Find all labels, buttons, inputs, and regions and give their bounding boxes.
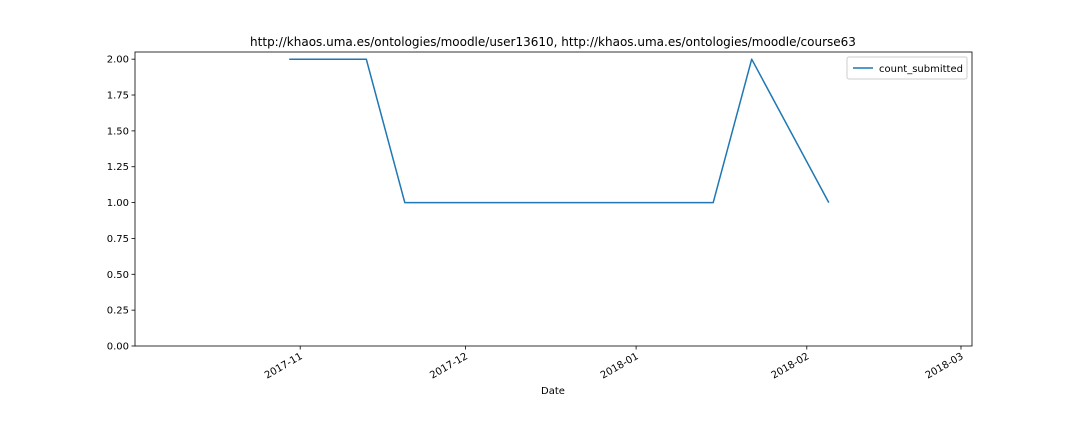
y-tick-label: 2.00	[107, 55, 129, 66]
x-tick-label: 2017-12	[428, 351, 470, 381]
x-tick-label: 2017-11	[263, 351, 305, 381]
x-tick-label: 2018-03	[924, 351, 966, 381]
plot-area	[134, 51, 973, 347]
legend-box	[846, 56, 968, 80]
series-line	[289, 58, 830, 204]
chart-title: http://khaos.uma.es/ontologies/moodle/us…	[250, 35, 856, 49]
y-tick-label: 1.00	[107, 198, 129, 209]
legend-label: count_submitted	[879, 64, 963, 75]
y-tick-label: 0.75	[107, 234, 129, 245]
plot-frame	[134, 51, 973, 347]
y-axis: 0.00 0.25 0.50 0.75 1.00 1.25 1.50 1.75 2.00	[107, 55, 135, 353]
y-tick-label: 0.25	[107, 306, 129, 317]
series-layer	[289, 58, 830, 204]
y-tick-label: 0.00	[107, 342, 129, 353]
x-tick-label: 2018-01	[599, 351, 641, 381]
y-tick-label: 0.50	[107, 270, 129, 281]
x-tick-label: 2018-02	[770, 351, 812, 381]
y-tick-label: 1.75	[107, 91, 129, 102]
y-tick-label: 1.50	[107, 126, 129, 137]
x-axis-label: Date	[541, 386, 565, 397]
x-axis: 2017-11 2017-12 2018-01 2018-02 2018-03	[263, 346, 965, 381]
legend: count_submitted	[846, 56, 968, 80]
y-tick-label: 1.25	[107, 162, 129, 173]
